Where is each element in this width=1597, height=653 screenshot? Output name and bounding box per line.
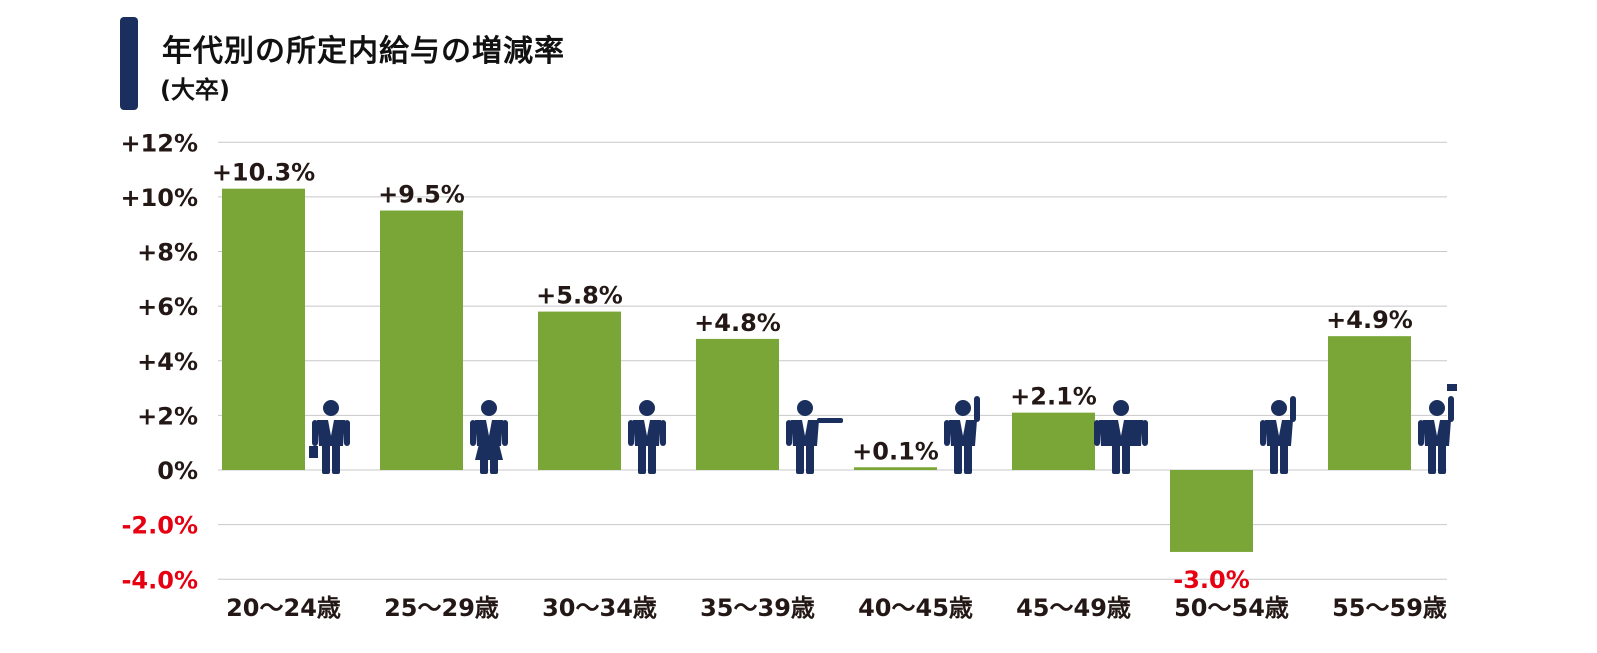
data-label: +9.5% [378,181,465,209]
person-leg [1270,444,1278,474]
shirt [1118,420,1124,436]
y-tick-label: +10% [120,184,198,212]
y-tick-label: -4.0% [121,566,198,594]
y-tick-label: +4% [137,348,198,376]
person-arm [1142,420,1148,446]
person-arm-raised [974,396,980,422]
data-label: +4.9% [1326,306,1413,334]
skirt [475,444,503,460]
bar [1328,336,1411,470]
y-tick-label: +12% [120,129,198,157]
person-leg [332,444,340,474]
person-leg [1112,444,1120,474]
person-arm [628,420,634,446]
x-tick-label: 20～24歳 [226,594,341,622]
person-leg [806,444,814,474]
person-arm-pointing [817,418,843,423]
briefcase [309,446,318,458]
person-arm [502,420,508,446]
businesswoman-icon [470,400,508,474]
heavyset-businessman-icon [1094,400,1148,474]
person-head [323,400,339,416]
shirt [644,420,650,436]
x-tick-label: 35～39歳 [700,594,815,622]
chart-subtitle: (大卒) [160,76,230,104]
x-tick-label: 25～29歳 [384,594,499,622]
person-head [955,400,971,416]
bar [222,188,305,470]
x-tick-label: 55～59歳 [1332,594,1447,622]
bar [1012,412,1095,470]
shirt [328,420,334,436]
data-label: +4.8% [694,309,781,337]
y-tick-label: -2.0% [121,512,198,540]
y-tick-label: +2% [137,402,198,430]
data-label: +5.8% [536,282,623,310]
x-tick-label: 45～49歳 [1016,594,1131,622]
person-leg [322,444,330,474]
person-leg [1428,444,1436,474]
shirt [1276,420,1282,436]
shirt [960,420,966,436]
title-accent-bar [120,17,138,110]
person-leg [1438,444,1446,474]
person-arm-raised [1448,396,1454,422]
person-leg [638,444,646,474]
y-tick-label: +6% [137,293,198,321]
person-arm [344,420,350,446]
person-arm [660,420,666,446]
y-tick-label: +8% [137,239,198,267]
bar [1170,470,1253,552]
x-tick-label: 30～34歳 [542,594,657,622]
person-arm [470,420,476,446]
person-head [639,400,655,416]
person-leg [964,444,972,474]
person-arm [312,420,318,446]
person-leg [648,444,656,474]
person-head [481,400,497,416]
person-leg [954,444,962,474]
person-arm [786,420,792,446]
person-arm [1418,420,1424,446]
person-arm [944,420,950,446]
y-tick-label: 0% [157,457,198,485]
businessman-pointing-icon [786,400,843,474]
person-head [1429,400,1445,416]
data-label: -3.0% [1173,566,1250,594]
data-label: +2.1% [1010,383,1097,411]
hat [1447,384,1457,391]
shirt [486,420,492,436]
person-arm [1260,420,1266,446]
bar [696,338,779,470]
x-tick-label: 50～54歳 [1174,594,1289,622]
shirt [802,420,808,436]
businessman-with-briefcase-icon [309,400,350,474]
businessman-standing-icon [628,400,666,474]
chart-title: 年代別の所定内給与の増減率 [162,34,565,69]
data-label: +10.3% [212,159,315,187]
person-arm-raised [1290,396,1296,422]
businessman-scratching-head-icon [1260,396,1296,474]
bar [854,467,937,470]
data-label: +0.1% [852,437,939,465]
person-leg [1122,444,1130,474]
businessman-waving-hat-icon [1418,384,1457,474]
person-head [1271,400,1287,416]
shirt [1434,420,1440,436]
bar [538,311,621,470]
person-arm [1094,420,1100,446]
person-head [797,400,813,416]
x-tick-label: 40～45歳 [858,594,973,622]
person-leg [796,444,804,474]
bar [380,210,463,470]
person-leg [1280,444,1288,474]
businessman-scratching-head-icon [944,396,980,474]
person-head [1113,400,1129,416]
